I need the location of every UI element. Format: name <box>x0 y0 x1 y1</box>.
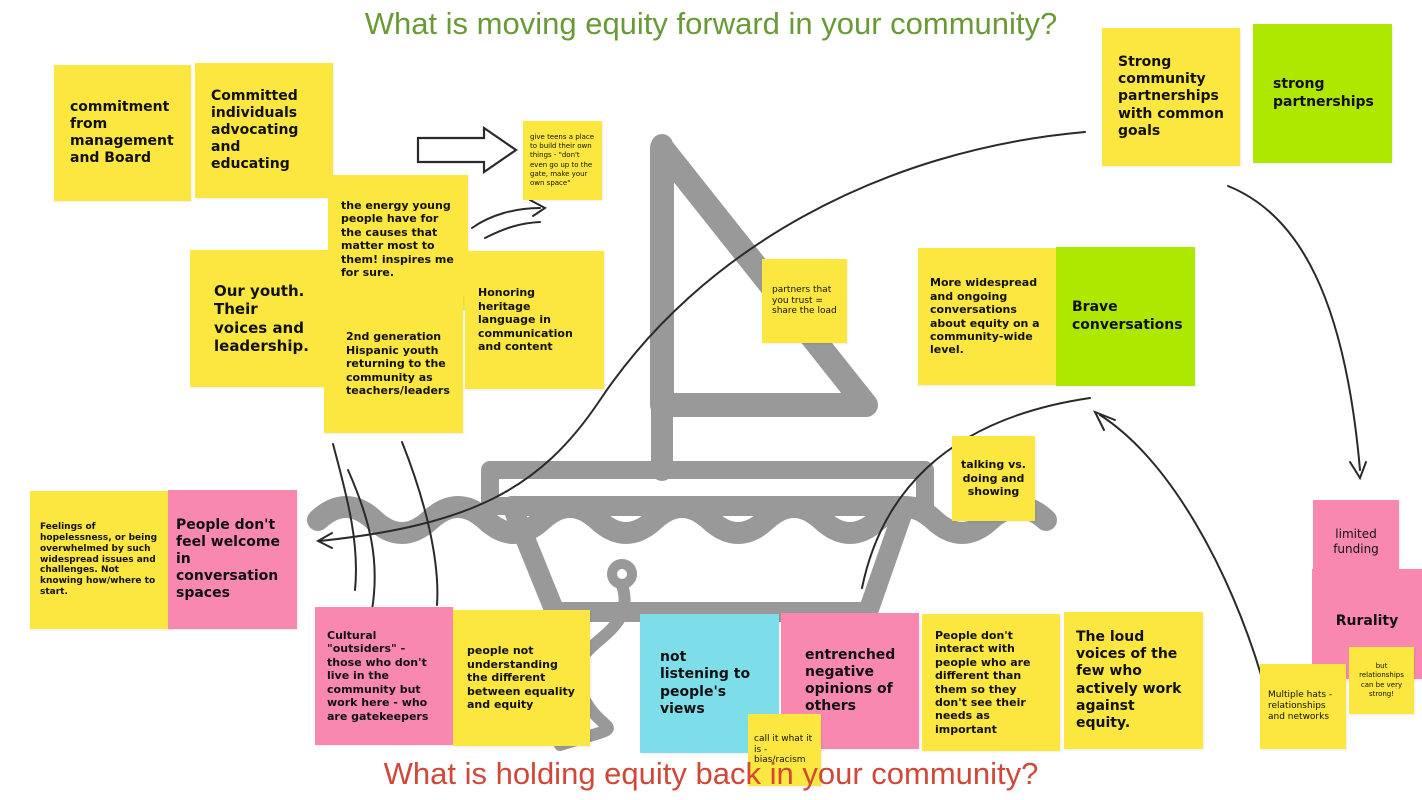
note-energy-young[interactable]: the energy young people have for the cau… <box>328 175 468 310</box>
sketch-arrow-small <box>471 199 547 229</box>
scribble-left <box>332 441 439 611</box>
note-equality-equity[interactable]: people not understanding the different b… <box>453 610 590 746</box>
top-heading: What is moving equity forward in your co… <box>364 6 1058 41</box>
note-our-youth[interactable]: Our youth. Their voices and leadership. <box>190 250 330 387</box>
note-strong-partnerships[interactable]: strong partnerships <box>1253 24 1392 163</box>
note-second-gen[interactable]: 2nd generation Hispanic youth returning … <box>324 295 463 433</box>
brave-arrow <box>861 397 1091 589</box>
note-loud-voices[interactable]: The loud voices of the few who actively … <box>1064 612 1203 749</box>
bottom-heading: What is holding equity back in your comm… <box>383 756 1039 791</box>
outline-arrow-icon <box>416 125 518 175</box>
note-relationships-strong[interactable]: but relationships can be very strong! <box>1349 647 1414 714</box>
funding-arrow <box>1227 185 1367 481</box>
hats-arrow <box>1092 410 1263 679</box>
note-more-widespread[interactable]: More widespread and ongoing conversation… <box>918 248 1057 385</box>
note-not-welcome[interactable]: People don't feel welcome in conversatio… <box>168 490 297 629</box>
note-give-teens[interactable]: give teens a place to build their own th… <box>523 121 602 200</box>
note-dont-interact[interactable]: People don't interact with people who ar… <box>922 614 1060 751</box>
note-talking-vs-doing[interactable]: talking vs. doing and showing <box>952 436 1035 521</box>
note-strong-community[interactable]: Strong community partnerships with commo… <box>1102 28 1240 166</box>
note-cultural-outsiders[interactable]: Cultural "outsiders" - those who don't l… <box>315 607 453 745</box>
note-multiple-hats[interactable]: Multiple hats - relationships and networ… <box>1260 664 1346 749</box>
boat-waves <box>307 496 1057 544</box>
note-brave-conversations[interactable]: Brave conversations <box>1056 247 1195 386</box>
note-partners-trust[interactable]: partners that you trust = share the load <box>762 259 847 343</box>
note-not-listening[interactable]: not listening to people's views <box>640 614 779 753</box>
note-honoring-heritage[interactable]: Honoring heritage language in communicat… <box>465 251 604 389</box>
note-feelings-hopelessness[interactable]: Feelings of hopelessness, or being overw… <box>30 491 172 629</box>
note-commitment[interactable]: commitment from management and Board <box>54 65 191 201</box>
note-committed-individuals[interactable]: Committed individuals advocating and edu… <box>195 63 333 198</box>
swoop-arrow-long <box>315 131 1086 549</box>
note-call-it[interactable]: call it what it is - bias/racism <box>748 714 821 786</box>
